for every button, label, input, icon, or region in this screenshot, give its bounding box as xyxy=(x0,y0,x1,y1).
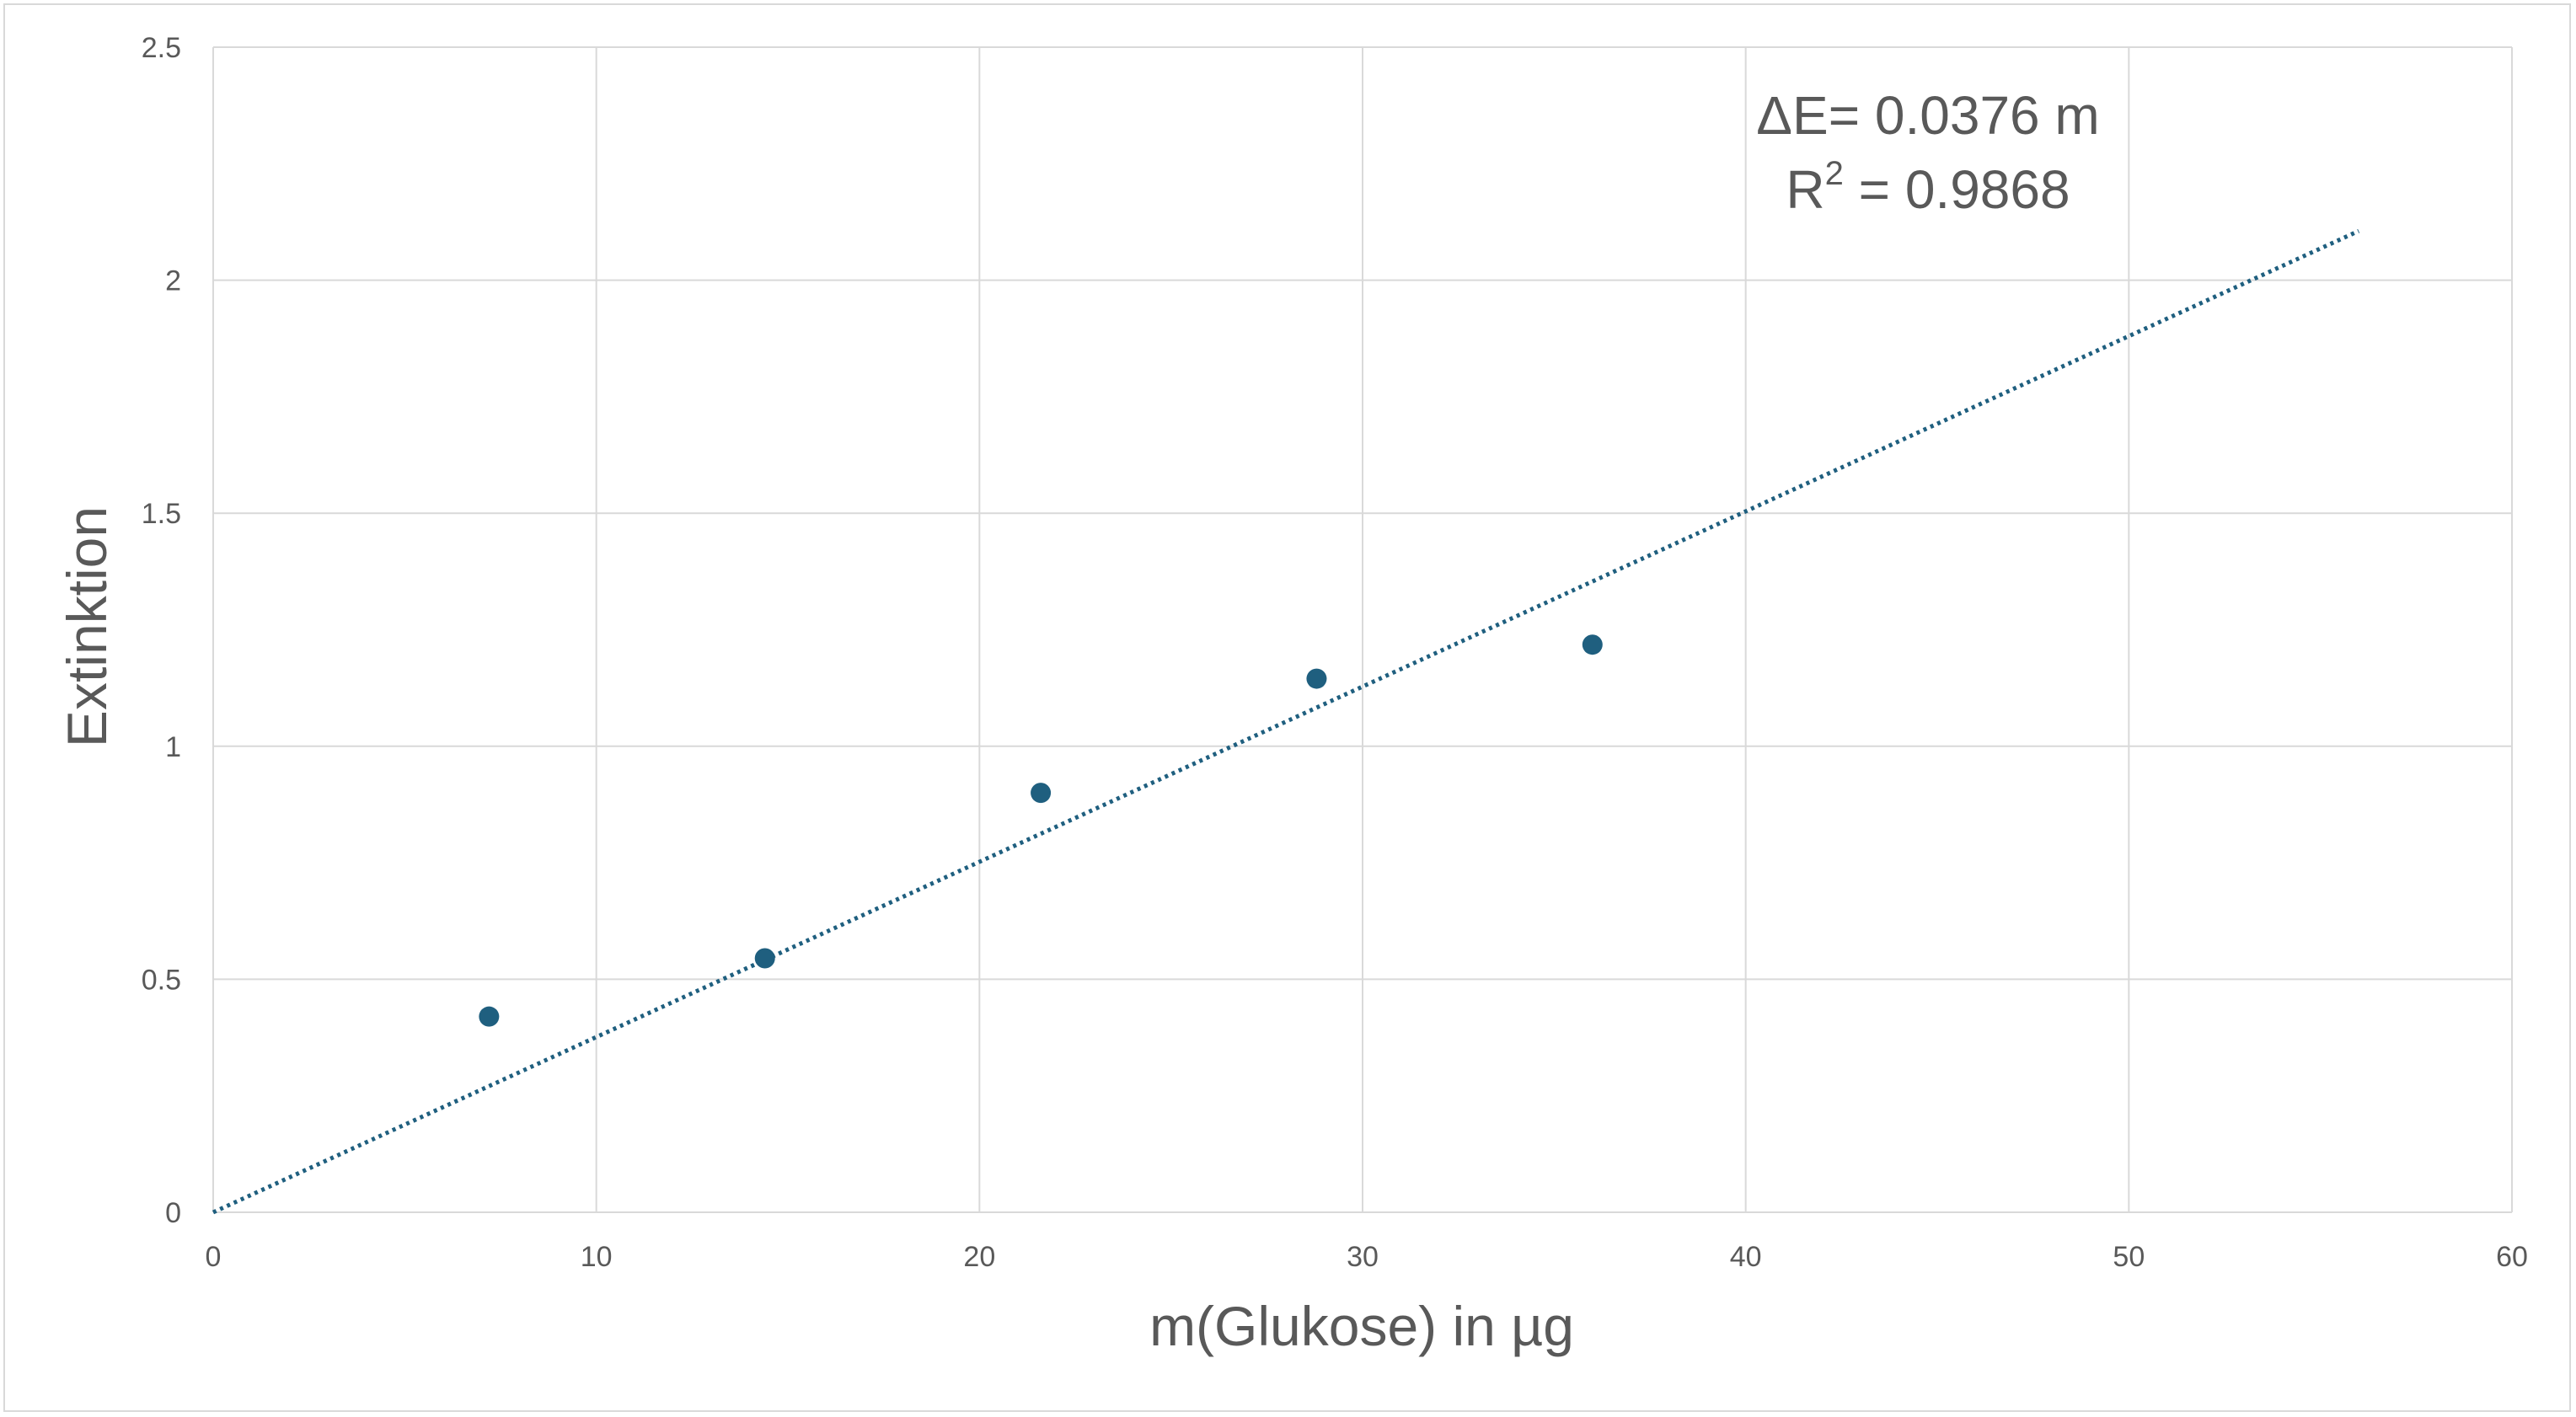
data-point xyxy=(1306,668,1327,689)
data-point xyxy=(1031,783,1052,804)
r-squared-superscript: 2 xyxy=(1825,155,1844,192)
trendline-path xyxy=(212,228,2360,1215)
r-squared-annotation: R2 = 0.9868 xyxy=(1786,155,2070,220)
data-point xyxy=(754,948,775,969)
data-point xyxy=(1582,634,1603,655)
y-tick-label: 0 xyxy=(165,1197,181,1229)
x-tick-label: 40 xyxy=(1730,1241,1762,1273)
y-tick-label: 2 xyxy=(165,265,181,297)
x-axis-title: m(Glukose) in µg xyxy=(1149,1295,1574,1357)
y-tick-label: 2.5 xyxy=(142,32,181,64)
y-tick-labels: 0 0.5 1 1.5 2 2.5 xyxy=(142,32,181,1229)
data-point xyxy=(479,1006,500,1027)
y-axis-title: Extinktion xyxy=(56,506,118,747)
x-tick-label: 50 xyxy=(2113,1241,2145,1273)
trendline xyxy=(212,228,2360,1215)
y-tick-label: 0.5 xyxy=(142,964,181,996)
x-tick-label: 10 xyxy=(581,1241,613,1273)
data-points xyxy=(479,634,1603,1027)
r-squared-prefix: R xyxy=(1786,159,1824,220)
x-tick-label: 30 xyxy=(1347,1241,1379,1273)
chart-frame xyxy=(3,3,2571,1412)
equation-annotation: ΔE= 0.0376 m xyxy=(1756,85,2099,146)
gridlines xyxy=(212,46,2513,1213)
x-tick-label: 60 xyxy=(2496,1241,2528,1273)
x-tick-label: 0 xyxy=(206,1241,222,1273)
y-tick-label: 1 xyxy=(165,731,181,763)
r-squared-value: = 0.9868 xyxy=(1844,159,2070,220)
y-tick-label: 1.5 xyxy=(142,498,181,530)
x-tick-labels: 0 10 20 30 40 50 60 xyxy=(206,1241,2528,1273)
x-tick-label: 20 xyxy=(963,1241,995,1273)
